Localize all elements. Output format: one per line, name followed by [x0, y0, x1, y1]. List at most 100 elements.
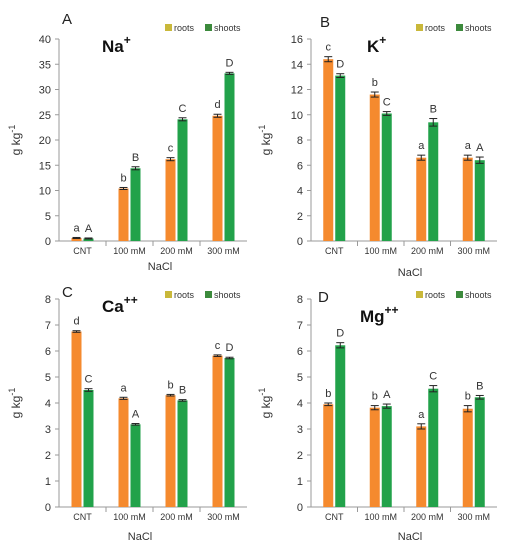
x-tick-label: 200 mM: [160, 512, 193, 522]
bar-shoots: [428, 122, 439, 241]
ion-label: Mg++: [360, 303, 399, 326]
significance-letter: b: [465, 391, 471, 403]
significance-letter: B: [430, 104, 437, 116]
legend-swatch-roots: [416, 291, 423, 298]
significance-letter: b: [325, 388, 331, 400]
y-tick-label: 8: [45, 294, 51, 306]
y-axis-label: g kg-1: [7, 125, 23, 156]
legend-label-roots: roots: [425, 23, 446, 33]
y-tick-label: 6: [297, 346, 303, 358]
x-tick-label: CNT: [325, 512, 344, 522]
bar-roots: [212, 355, 223, 507]
bar-roots: [71, 237, 82, 241]
significance-letter: b: [372, 77, 378, 89]
y-tick-label: 7: [297, 320, 303, 332]
legend: roots shoots: [165, 23, 241, 33]
bar-roots: [323, 59, 334, 242]
significance-letter: B: [179, 385, 186, 397]
bar-roots: [118, 188, 129, 241]
legend-swatch-shoots: [205, 24, 212, 31]
legend-label-shoots: shoots: [214, 23, 241, 33]
x-tick-label: CNT: [73, 512, 92, 522]
y-axis-label: g kg-1: [7, 388, 23, 419]
y-tick-label: 5: [297, 372, 303, 384]
legend: roots shoots: [416, 290, 492, 300]
y-tick-label: 2: [45, 450, 51, 462]
y-tick-label: 8: [297, 294, 303, 306]
significance-letter: c: [168, 143, 174, 155]
y-tick-label: 0: [297, 236, 303, 248]
y-tick-label: 14: [291, 59, 303, 71]
significance-letter: C: [383, 97, 391, 109]
significance-letter: C: [179, 103, 187, 115]
y-axis-label-unit: g kg: [259, 396, 273, 419]
y-tick-label: 35: [39, 59, 51, 71]
significance-letter: D: [226, 342, 234, 354]
y-tick-label: 0: [45, 502, 51, 514]
ion-symbol: Na: [102, 37, 124, 56]
legend-swatch-roots: [165, 291, 172, 298]
significance-letter: C: [429, 371, 437, 383]
x-tick-label: 100 mM: [364, 512, 397, 522]
y-tick-label: 4: [297, 186, 303, 198]
legend-swatch-roots: [416, 24, 423, 31]
x-axis-label: NaCl: [128, 531, 152, 543]
y-tick-label: 10: [291, 110, 303, 122]
bar-roots: [369, 407, 380, 507]
significance-letter: B: [132, 152, 139, 164]
significance-letter: a: [418, 140, 425, 152]
ion-charge: ++: [124, 293, 138, 307]
x-axis-label: NaCl: [398, 267, 422, 279]
significance-letter: c: [215, 340, 221, 352]
bar-shoots: [130, 168, 141, 241]
bar-roots: [462, 408, 473, 507]
y-axis-label: g kg-1: [257, 125, 273, 156]
y-tick-label: 5: [45, 211, 51, 223]
bar-shoots: [381, 406, 392, 507]
bar-shoots: [381, 113, 392, 241]
bar-roots: [165, 395, 176, 507]
legend: roots shoots: [165, 290, 241, 300]
y-tick-label: 4: [297, 398, 303, 410]
ion-label: Na+: [102, 33, 131, 56]
bar-shoots: [177, 119, 188, 241]
significance-letter: A: [383, 389, 391, 401]
bar-shoots: [224, 358, 235, 507]
legend: roots shoots: [416, 23, 492, 33]
ion-charge: +: [379, 33, 386, 47]
x-tick-label: 300 mM: [457, 246, 490, 256]
y-tick-label: 6: [297, 160, 303, 172]
significance-letter: a: [418, 409, 425, 421]
significance-letter: A: [132, 409, 140, 421]
x-axis-label: NaCl: [398, 531, 422, 543]
significance-letter: D: [336, 328, 344, 340]
x-tick-label: CNT: [325, 246, 344, 256]
bar-shoots: [130, 424, 141, 507]
legend-swatch-shoots: [205, 291, 212, 298]
bar-roots: [165, 159, 176, 241]
panel-letter: D: [318, 289, 329, 306]
bar-shoots: [83, 390, 94, 507]
ion-charge: +: [124, 33, 131, 47]
x-tick-label: 200 mM: [160, 246, 193, 256]
y-tick-label: 8: [297, 135, 303, 147]
y-axis-label-exp: -1: [257, 388, 267, 396]
y-tick-label: 3: [45, 424, 51, 436]
y-tick-label: 6: [45, 346, 51, 358]
significance-letter: b: [372, 391, 378, 403]
panel-letter: B: [320, 14, 330, 31]
bar-roots: [71, 331, 82, 507]
x-tick-label: 100 mM: [113, 512, 146, 522]
bar-roots: [416, 426, 427, 507]
ion-symbol: Ca: [102, 297, 124, 316]
chart-panel-b: 0 2 4 6 8 10 12 14 16 CNT cD 100 mM bC 200 mM a B 300 mM…: [257, 14, 497, 279]
ion-symbol: Mg: [360, 307, 385, 326]
significance-letter: A: [476, 142, 484, 154]
y-axis-label-unit: g kg: [9, 396, 23, 419]
y-tick-label: 5: [45, 372, 51, 384]
bar-roots: [212, 115, 223, 241]
significance-letter: a: [465, 140, 472, 152]
x-axis-label: NaCl: [148, 261, 172, 273]
bar-shoots: [335, 345, 346, 507]
bar-roots: [462, 157, 473, 241]
